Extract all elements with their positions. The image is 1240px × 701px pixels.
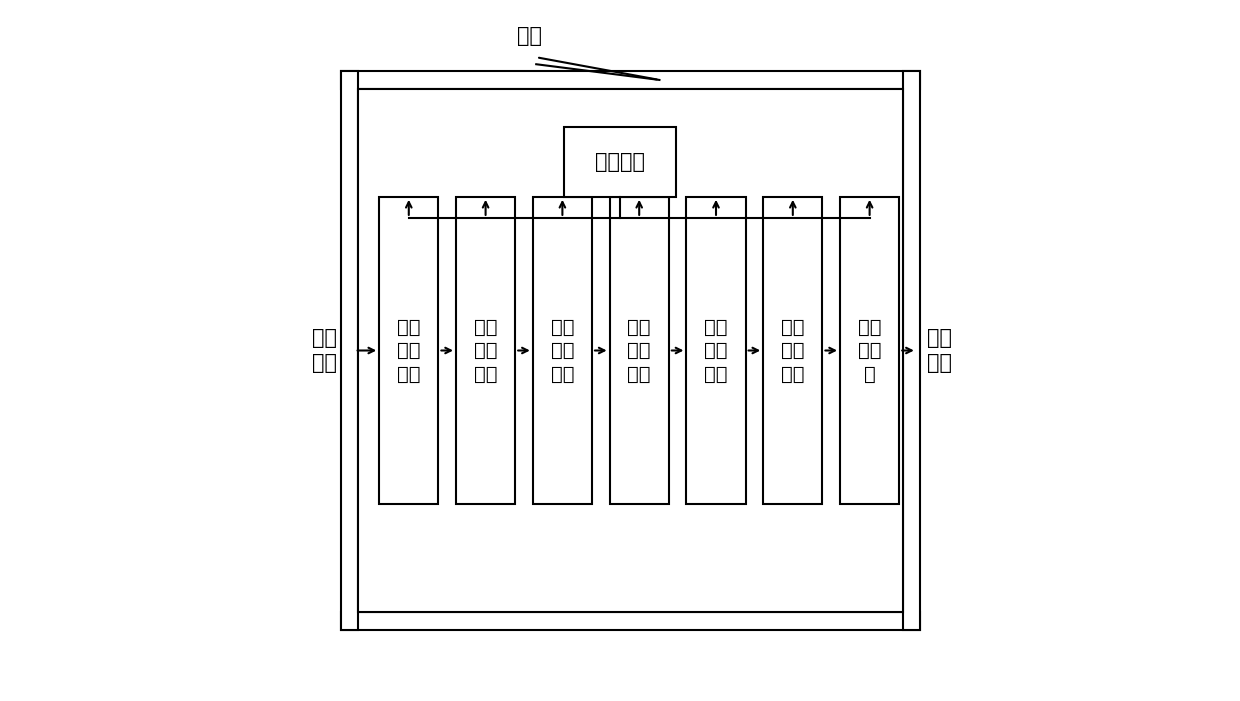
Text: 水声
信号: 水声 信号 — [312, 328, 337, 373]
FancyBboxPatch shape — [610, 197, 668, 504]
FancyBboxPatch shape — [903, 72, 920, 629]
Text: 信号
调理
模块: 信号 调理 模块 — [474, 318, 497, 383]
Text: 电源模块: 电源模块 — [595, 152, 645, 172]
Text: 水声
检测
模块: 水声 检测 模块 — [397, 318, 420, 383]
Text: 增益
调节
模块: 增益 调节 模块 — [704, 318, 728, 383]
FancyBboxPatch shape — [763, 197, 822, 504]
FancyBboxPatch shape — [839, 197, 899, 504]
FancyBboxPatch shape — [341, 72, 920, 88]
FancyBboxPatch shape — [686, 197, 745, 504]
FancyBboxPatch shape — [533, 197, 591, 504]
Text: 功率
放大
模块: 功率 放大 模块 — [781, 318, 805, 383]
FancyBboxPatch shape — [358, 88, 903, 613]
Text: 信号
处理
模块: 信号 处理 模块 — [551, 318, 574, 383]
Text: 放大
整形
模块: 放大 整形 模块 — [627, 318, 651, 383]
Text: 外壳: 外壳 — [517, 27, 542, 46]
FancyBboxPatch shape — [341, 613, 920, 629]
Text: 回发
换能
器: 回发 换能 器 — [858, 318, 882, 383]
FancyBboxPatch shape — [341, 72, 358, 629]
Text: 应答
脉冲: 应答 脉冲 — [928, 328, 952, 373]
FancyBboxPatch shape — [341, 613, 920, 629]
FancyBboxPatch shape — [456, 197, 516, 504]
FancyBboxPatch shape — [341, 72, 920, 88]
FancyBboxPatch shape — [379, 197, 439, 504]
FancyBboxPatch shape — [341, 72, 358, 629]
FancyBboxPatch shape — [564, 127, 676, 197]
FancyBboxPatch shape — [903, 72, 920, 629]
